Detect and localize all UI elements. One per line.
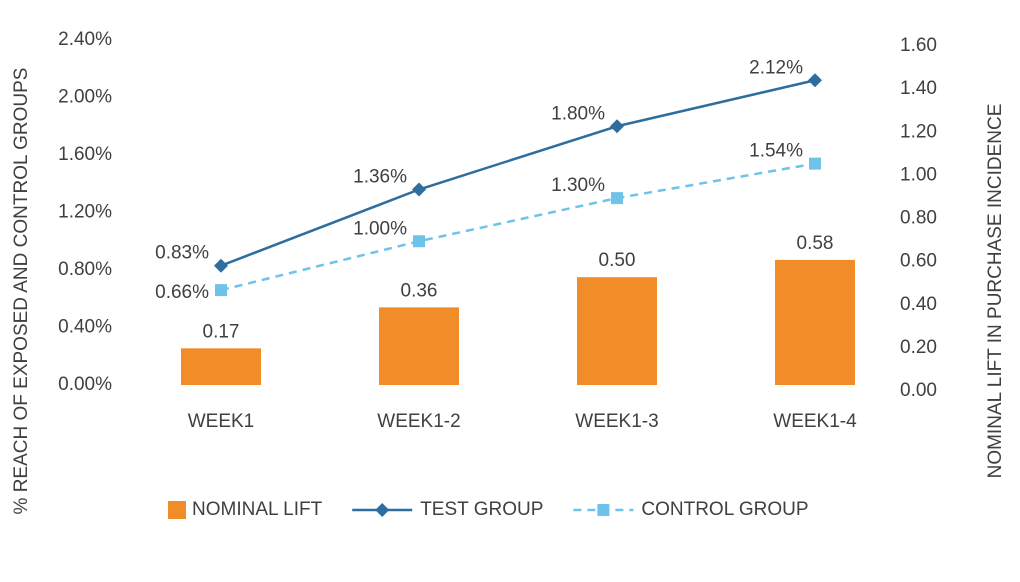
- bar: [577, 277, 657, 385]
- marker: [809, 157, 821, 170]
- legend-label: NOMINAL LIFT: [192, 499, 323, 520]
- y2-tick-label: 1.00: [900, 164, 937, 185]
- y2-tick-label: 1.60: [900, 35, 937, 56]
- y-axis-title: % REACH OF EXPOSED AND CONTROL GROUPS: [11, 68, 32, 515]
- y2-tick-label: 0.80: [900, 208, 937, 229]
- y2-tick-label: 1.20: [900, 121, 937, 142]
- data-label: 0.36: [401, 280, 438, 301]
- y2-tick-label: 1.40: [900, 78, 937, 99]
- data-label: 1.36%: [353, 167, 407, 188]
- legend-swatch: [168, 501, 186, 519]
- y-tick-label: 2.40%: [58, 29, 112, 50]
- data-label: 0.17: [203, 321, 240, 342]
- data-label: 0.50: [599, 250, 636, 271]
- line: [220, 79, 816, 267]
- data-label: 1.00%: [353, 218, 407, 239]
- x-tick-label: WEEK1-2: [377, 411, 460, 432]
- x-tick-label: WEEK1-4: [773, 411, 857, 432]
- marker: [610, 119, 624, 134]
- y2-axis-title: NOMINAL LIFT IN PURCHASE INCIDENCE: [985, 104, 1006, 479]
- marker: [808, 73, 822, 88]
- data-label: 1.80%: [551, 103, 605, 124]
- bar: [181, 348, 261, 385]
- y2-tick-label: 0.60: [900, 251, 937, 272]
- legend-marker: [375, 503, 390, 517]
- legend-label: TEST GROUP: [420, 499, 543, 520]
- data-label: 2.12%: [749, 57, 803, 78]
- x-tick-label: WEEK1-3: [575, 411, 658, 432]
- y-tick-label: 2.00%: [58, 87, 112, 108]
- marker: [214, 258, 228, 273]
- marker: [413, 235, 425, 248]
- data-label: 0.66%: [155, 282, 209, 303]
- bar: [379, 307, 459, 385]
- x-tick-label: WEEK1: [188, 411, 255, 432]
- line: [220, 162, 816, 292]
- data-label: 0.83%: [155, 243, 209, 264]
- y-tick-label: 0.80%: [58, 259, 112, 280]
- y2-tick-label: 0.20: [900, 337, 937, 358]
- y-tick-label: 0.40%: [58, 317, 112, 338]
- data-label: 1.30%: [551, 175, 605, 196]
- y2-tick-label: 0.00: [900, 380, 937, 401]
- legend-label: CONTROL GROUP: [641, 499, 808, 520]
- data-label: 1.54%: [749, 141, 803, 162]
- bar: [775, 259, 855, 385]
- marker: [412, 182, 426, 197]
- y-tick-label: 1.60%: [58, 144, 112, 165]
- data-label: 0.58: [797, 233, 834, 254]
- marker: [611, 192, 623, 205]
- y-tick-label: 0.00%: [58, 374, 112, 395]
- y-tick-label: 1.20%: [58, 202, 112, 223]
- y2-tick-label: 0.40: [900, 294, 937, 315]
- legend-marker: [597, 504, 610, 516]
- marker: [215, 284, 227, 297]
